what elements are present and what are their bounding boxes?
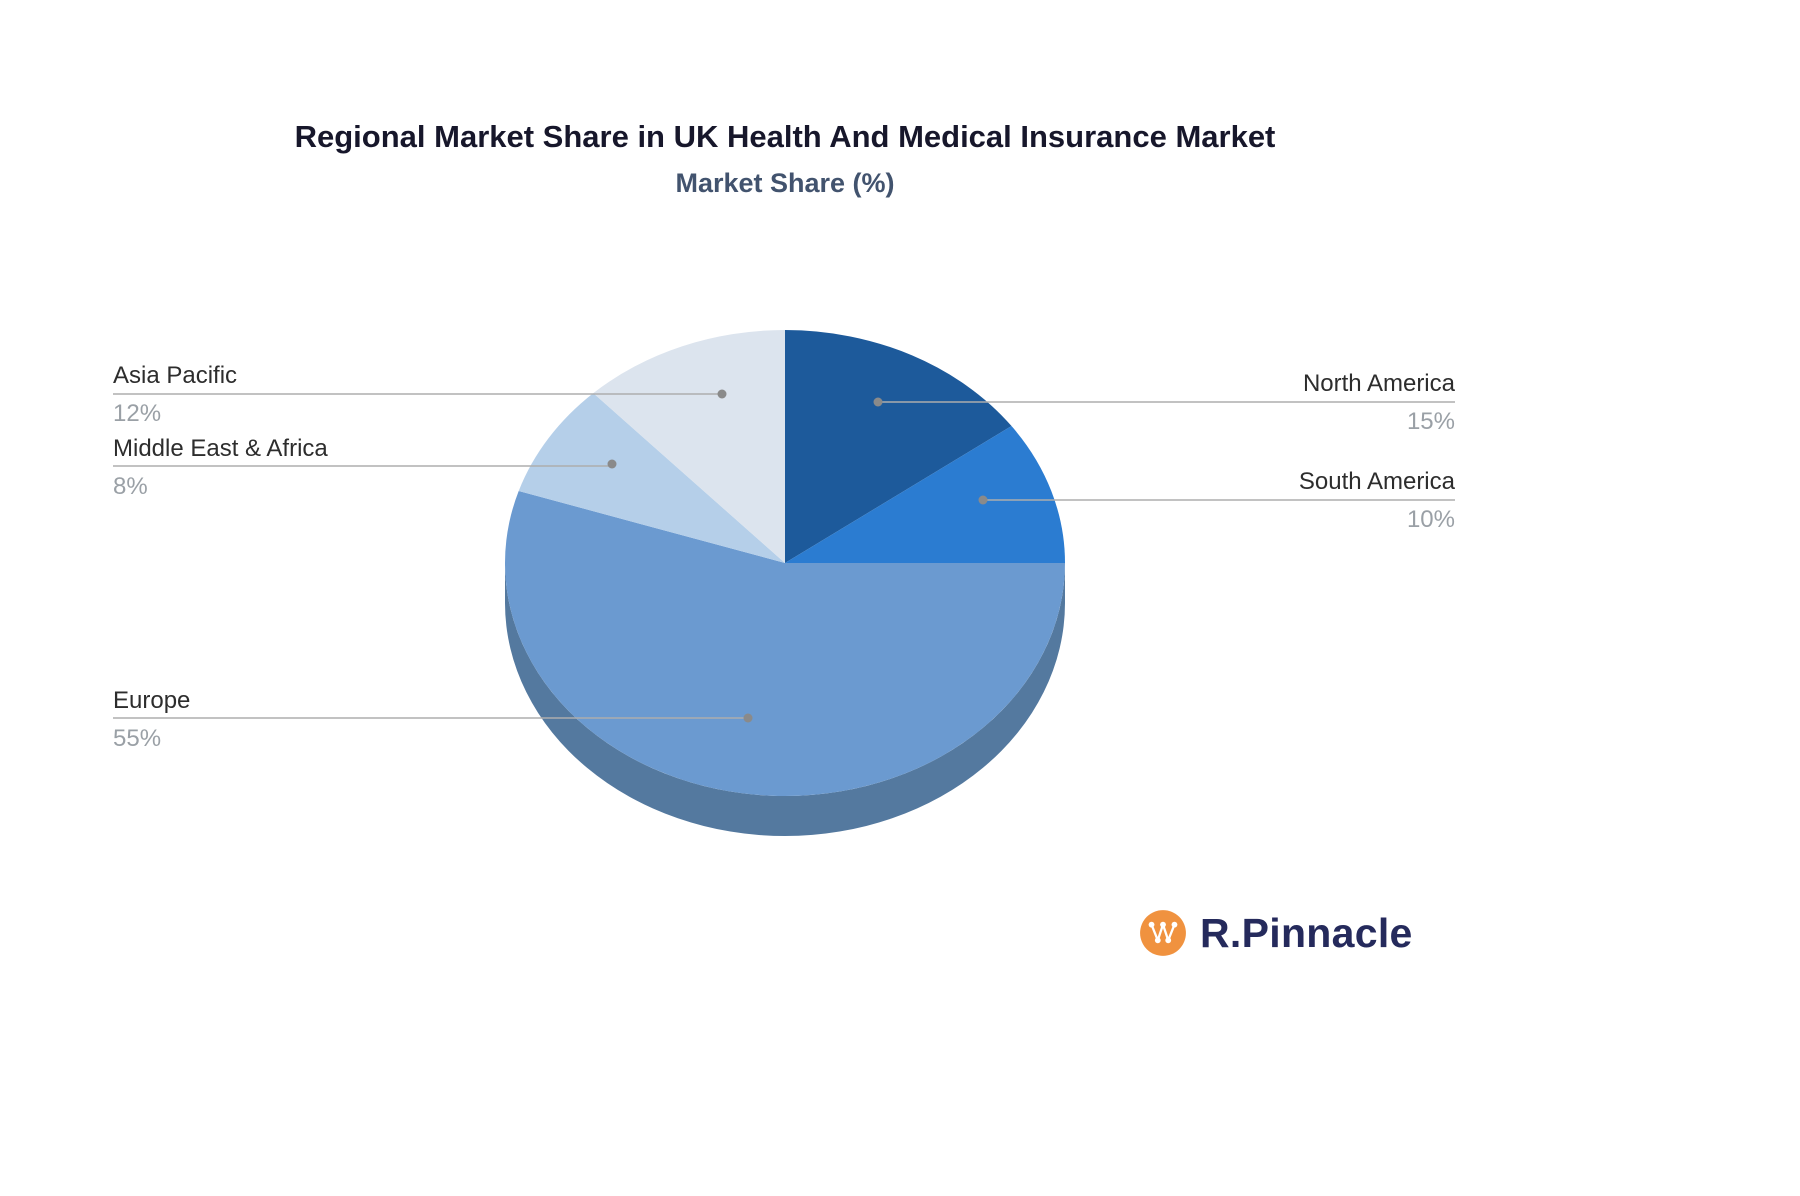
brand-logo-text: R.Pinnacle xyxy=(1200,909,1413,956)
pie-slice-2 xyxy=(504,490,1065,796)
slice-callout: Middle East & Africa 8% xyxy=(113,434,328,502)
slice-label: North America xyxy=(1302,370,1455,397)
leader-dot xyxy=(743,713,753,723)
slice-value: 10% xyxy=(1406,506,1455,533)
pie-slice-0 xyxy=(785,330,1012,563)
slice-label: Europe xyxy=(113,687,191,714)
slice-callout: South America 10% xyxy=(1299,467,1455,535)
slice-callout: North America 15% xyxy=(1303,369,1455,437)
slice-label: Asia Pacific xyxy=(113,362,238,389)
slice-value: 55% xyxy=(113,725,162,752)
brand-logo: R.Pinnacle xyxy=(1138,903,1413,963)
slice-value: 8% xyxy=(113,473,148,500)
pie-slice-3 xyxy=(518,393,785,563)
pie-3d-rim xyxy=(505,563,1065,836)
pie-slice-4 xyxy=(593,330,785,563)
chart-title: Regional Market Share in UK Health And M… xyxy=(294,119,1276,154)
slice-value: 15% xyxy=(1406,408,1455,435)
chart-subtitle: Market Share (%) xyxy=(675,168,895,198)
slice-label: South America xyxy=(1298,468,1455,495)
network-nodes-icon xyxy=(1140,910,1186,956)
leader-dot xyxy=(717,389,727,399)
pie-slice-1 xyxy=(785,426,1065,563)
slice-callout: Europe 55% xyxy=(113,686,190,754)
slice-callout: Asia Pacific 12% xyxy=(113,361,237,429)
leader-dot xyxy=(873,397,883,407)
slice-label: Middle East & Africa xyxy=(113,435,328,462)
leader-dot xyxy=(607,459,617,469)
leader-dot xyxy=(978,495,988,505)
slice-value: 12% xyxy=(113,400,162,427)
